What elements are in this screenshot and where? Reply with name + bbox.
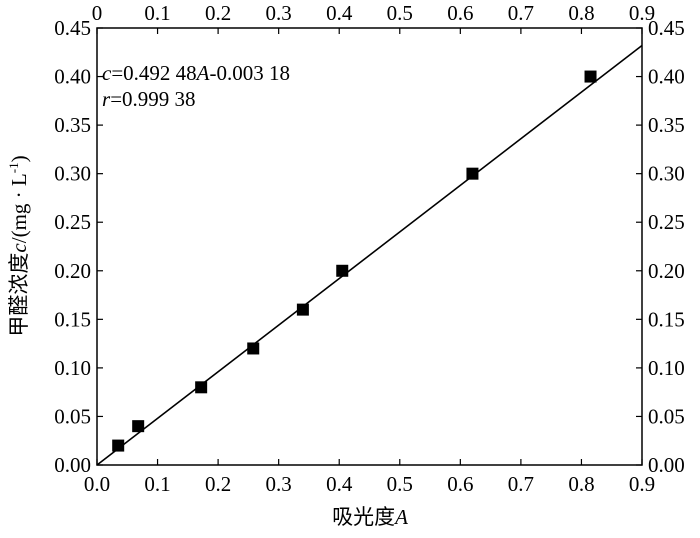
annotation-part: r bbox=[102, 87, 111, 111]
data-point bbox=[296, 303, 309, 316]
x-label-part: 吸光度 bbox=[332, 505, 395, 529]
y2-tick-label: 0.25 bbox=[648, 210, 685, 234]
x2-tick-label: 0.4 bbox=[326, 1, 353, 25]
y-label-part: -1 bbox=[6, 162, 21, 173]
y2-tick-label: 0.30 bbox=[648, 162, 685, 186]
x2-tick-label: 0.5 bbox=[387, 1, 413, 25]
y2-tick-label: 0.45 bbox=[648, 16, 685, 40]
x2-tick-label: 0.8 bbox=[568, 1, 594, 25]
fit-line bbox=[96, 44, 643, 466]
annotation-part: =0.999 38 bbox=[110, 87, 195, 111]
x2-tick-label: 0.9 bbox=[629, 1, 655, 25]
annotation-part: -0.003 18 bbox=[210, 61, 291, 85]
y-axis-label: 甲醛浓度c/(mg · L-1) bbox=[6, 155, 31, 336]
data-point bbox=[247, 342, 260, 355]
y2-tick-label: 0.35 bbox=[648, 113, 685, 137]
data-point bbox=[132, 420, 145, 433]
x2-tick-label: 0 bbox=[92, 1, 103, 25]
x2-tick-label: 0.3 bbox=[266, 1, 292, 25]
data-point bbox=[195, 381, 208, 394]
y-tick-label: 0.20 bbox=[54, 259, 91, 283]
y-label-part: /(mg · L bbox=[7, 173, 31, 243]
y-tick-label: 0.10 bbox=[54, 356, 91, 380]
annotation-part: c bbox=[102, 61, 112, 85]
x-tick-label: 0.4 bbox=[326, 472, 353, 496]
y2-tick-label: 0.20 bbox=[648, 259, 685, 283]
y-tick-label: 0.15 bbox=[54, 307, 91, 331]
x2-tick-label: 0.7 bbox=[508, 1, 534, 25]
y-tick-label: 0.25 bbox=[54, 210, 91, 234]
y-tick-label: 0.40 bbox=[54, 65, 91, 89]
y-label-part: c bbox=[7, 243, 31, 253]
x2-tick-label: 0.1 bbox=[144, 1, 170, 25]
annotation: r=0.999 38 bbox=[102, 87, 196, 111]
x-tick-label: 0.8 bbox=[568, 472, 594, 496]
data-point bbox=[112, 439, 125, 452]
y-tick-label: 0.05 bbox=[54, 404, 91, 428]
data-point bbox=[336, 264, 349, 277]
y-tick-label: 0.00 bbox=[54, 453, 91, 477]
data-point bbox=[466, 167, 479, 180]
y-tick-label: 0.30 bbox=[54, 162, 91, 186]
x-tick-label: 0.9 bbox=[629, 472, 655, 496]
y2-tick-label: 0.00 bbox=[648, 453, 685, 477]
y2-tick-label: 0.40 bbox=[648, 65, 685, 89]
annotation-part: =0.492 48 bbox=[111, 61, 196, 85]
y-label-part: ) bbox=[7, 155, 31, 162]
y-tick-label: 0.45 bbox=[54, 16, 91, 40]
x-tick-label: 0.7 bbox=[508, 472, 534, 496]
y-tick-label: 0.35 bbox=[54, 113, 91, 137]
y2-tick-label: 0.10 bbox=[648, 356, 685, 380]
x-axis-label: 吸光度A bbox=[332, 505, 408, 529]
y2-tick-label: 0.05 bbox=[648, 404, 685, 428]
x-label-part: A bbox=[393, 505, 408, 529]
x2-tick-label: 0.6 bbox=[447, 1, 473, 25]
x-tick-label: 0.1 bbox=[144, 472, 170, 496]
data-point bbox=[584, 70, 597, 83]
x-tick-label: 0.5 bbox=[387, 472, 413, 496]
x-tick-label: 0.0 bbox=[84, 472, 110, 496]
annotation-part: A bbox=[195, 61, 210, 85]
x-tick-label: 0.3 bbox=[266, 472, 292, 496]
annotation: c=0.492 48A-0.003 18 bbox=[102, 61, 290, 85]
x2-tick-label: 0.2 bbox=[205, 1, 231, 25]
plot-frame bbox=[96, 27, 643, 466]
y2-tick-label: 0.15 bbox=[648, 307, 685, 331]
y-label-part: 甲醛浓度 bbox=[7, 253, 31, 337]
x-tick-label: 0.6 bbox=[447, 472, 473, 496]
x-tick-label: 0.2 bbox=[205, 472, 231, 496]
